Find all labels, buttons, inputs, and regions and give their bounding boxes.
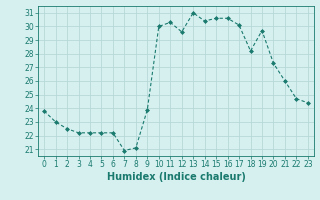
X-axis label: Humidex (Indice chaleur): Humidex (Indice chaleur)	[107, 172, 245, 182]
